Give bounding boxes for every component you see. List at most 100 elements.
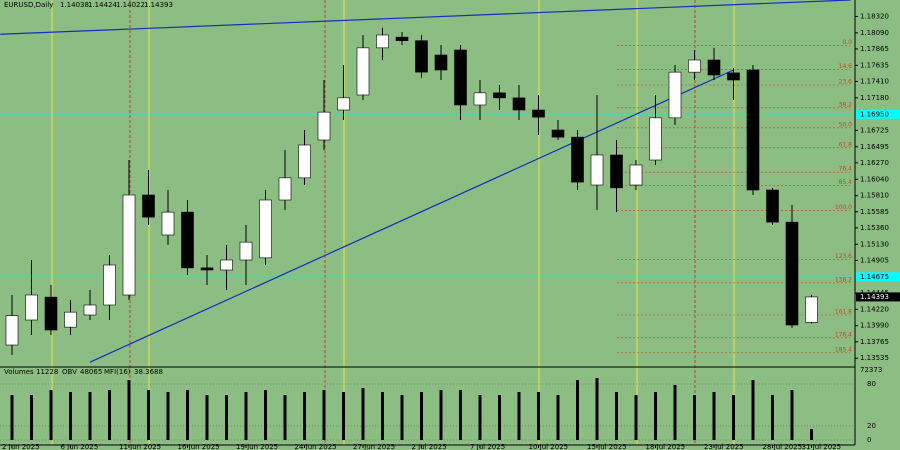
y-tick-label: 1.17865 bbox=[860, 45, 889, 53]
volume-bar bbox=[439, 389, 443, 440]
volume-bar bbox=[537, 392, 540, 440]
volume-bar bbox=[517, 392, 521, 440]
volume-bar bbox=[790, 389, 794, 440]
volume-bar bbox=[205, 395, 209, 440]
candle-body bbox=[25, 294, 38, 321]
volume-bar bbox=[459, 389, 462, 440]
header-open: 1.14038 bbox=[60, 1, 89, 9]
y-tick-label: 1.17180 bbox=[860, 94, 889, 102]
volume-bar bbox=[615, 392, 618, 440]
x-tick-label: 27 Jun 2025 bbox=[353, 443, 395, 450]
volume-bar bbox=[88, 392, 92, 440]
volume-bar bbox=[303, 392, 306, 440]
header-high: 1.14424 bbox=[88, 1, 117, 9]
candle-body bbox=[805, 296, 818, 323]
candle-body bbox=[590, 154, 604, 186]
mfi-tick-label: 20 bbox=[867, 422, 876, 430]
candle-body bbox=[317, 111, 331, 141]
volume-bar bbox=[381, 392, 384, 440]
candle-body bbox=[103, 264, 116, 306]
candle-body bbox=[551, 129, 565, 138]
candle-body bbox=[376, 34, 389, 49]
candle-body bbox=[337, 97, 350, 111]
volume-bar bbox=[478, 395, 482, 440]
volume-bar bbox=[147, 389, 150, 440]
volume-bar bbox=[127, 380, 131, 440]
fibo-label: 123.6 bbox=[835, 253, 852, 260]
volume-bar bbox=[283, 395, 287, 440]
candle-body bbox=[44, 296, 58, 331]
candle-body bbox=[395, 36, 409, 42]
candle-body bbox=[785, 221, 799, 326]
x-tick-label: 23 Jul 2025 bbox=[704, 443, 744, 450]
volume-bar bbox=[30, 395, 33, 440]
volume-bar bbox=[400, 395, 404, 440]
volume-last: 11228 bbox=[36, 368, 58, 376]
candle-body bbox=[278, 177, 292, 201]
volume-bar bbox=[654, 392, 657, 440]
x-tick-label: 2 Jul 2025 bbox=[412, 443, 447, 450]
y-tick-label: 1.17410 bbox=[860, 77, 889, 85]
y-tick-label: 1.16270 bbox=[860, 159, 889, 167]
x-tick-label: 15 Jul 2025 bbox=[587, 443, 627, 450]
candle-body bbox=[5, 315, 19, 346]
volume-bar bbox=[244, 392, 248, 440]
volume-bar bbox=[361, 387, 365, 440]
obv-title: OBV bbox=[62, 368, 77, 376]
trend-line bbox=[89, 69, 734, 363]
fibo-label: 100.0 bbox=[835, 204, 852, 211]
x-tick-label: 19 Jun 2025 bbox=[236, 443, 278, 450]
volume-bar bbox=[732, 395, 735, 440]
volume-bar bbox=[166, 392, 170, 440]
candle-body bbox=[259, 199, 272, 259]
volume-bar bbox=[771, 395, 774, 440]
volume-bar bbox=[693, 395, 696, 440]
candle-body bbox=[415, 40, 428, 73]
candle-body bbox=[512, 97, 526, 111]
candle-body bbox=[434, 54, 448, 71]
candle-body bbox=[727, 72, 740, 81]
fibo-label: 50.0 bbox=[839, 121, 853, 128]
y-tick-label: 1.16495 bbox=[860, 143, 889, 151]
fibo-label: 85.4 bbox=[839, 179, 853, 186]
hline-label-bg bbox=[856, 272, 900, 282]
y-tick-label: 1.17635 bbox=[860, 61, 889, 69]
candle-body bbox=[298, 144, 311, 179]
x-tick-label: 24 Jun 2025 bbox=[295, 443, 337, 450]
y-tick-label: 1.15810 bbox=[860, 192, 889, 200]
header-close: 1.14393 bbox=[144, 1, 173, 9]
fibo-label: 138.2 bbox=[835, 276, 852, 283]
candle-body bbox=[161, 211, 175, 236]
mfi-tick-label: 0 bbox=[867, 436, 871, 444]
volume-bar bbox=[712, 392, 716, 440]
session-markers bbox=[51, 0, 735, 445]
volume-bar bbox=[673, 384, 677, 440]
volume-bar bbox=[556, 395, 560, 440]
candle-body bbox=[629, 164, 643, 186]
x-tick-label: 10 Jul 2025 bbox=[529, 443, 569, 450]
y-tick-label: 1.13765 bbox=[860, 338, 889, 346]
candle-body bbox=[220, 259, 233, 271]
candle-body bbox=[571, 136, 584, 183]
volume-bar bbox=[186, 389, 189, 440]
obv-value: 48065 bbox=[80, 368, 102, 376]
volume-title: Volumes bbox=[4, 368, 34, 376]
candle-body bbox=[239, 241, 253, 261]
y-tick-label: 1.18090 bbox=[860, 29, 889, 37]
volume-bar bbox=[595, 378, 599, 440]
volume-bar bbox=[342, 392, 345, 440]
volume-bar bbox=[576, 380, 579, 440]
candle-body bbox=[356, 47, 370, 96]
candle-body bbox=[181, 211, 194, 269]
x-tick-label: 2 Jun 2025 bbox=[2, 443, 40, 450]
x-tick-label: 16 Jun 2025 bbox=[178, 443, 220, 450]
volume-bar bbox=[69, 392, 72, 440]
fibo-label: 76.4 bbox=[839, 166, 853, 173]
mfi-tick-label: 80 bbox=[867, 380, 876, 388]
mfi-title: MFI(16) bbox=[104, 368, 131, 376]
candle-body bbox=[668, 71, 682, 119]
candle-body bbox=[83, 304, 97, 316]
candle-body bbox=[766, 189, 779, 223]
candle-body bbox=[473, 92, 487, 106]
